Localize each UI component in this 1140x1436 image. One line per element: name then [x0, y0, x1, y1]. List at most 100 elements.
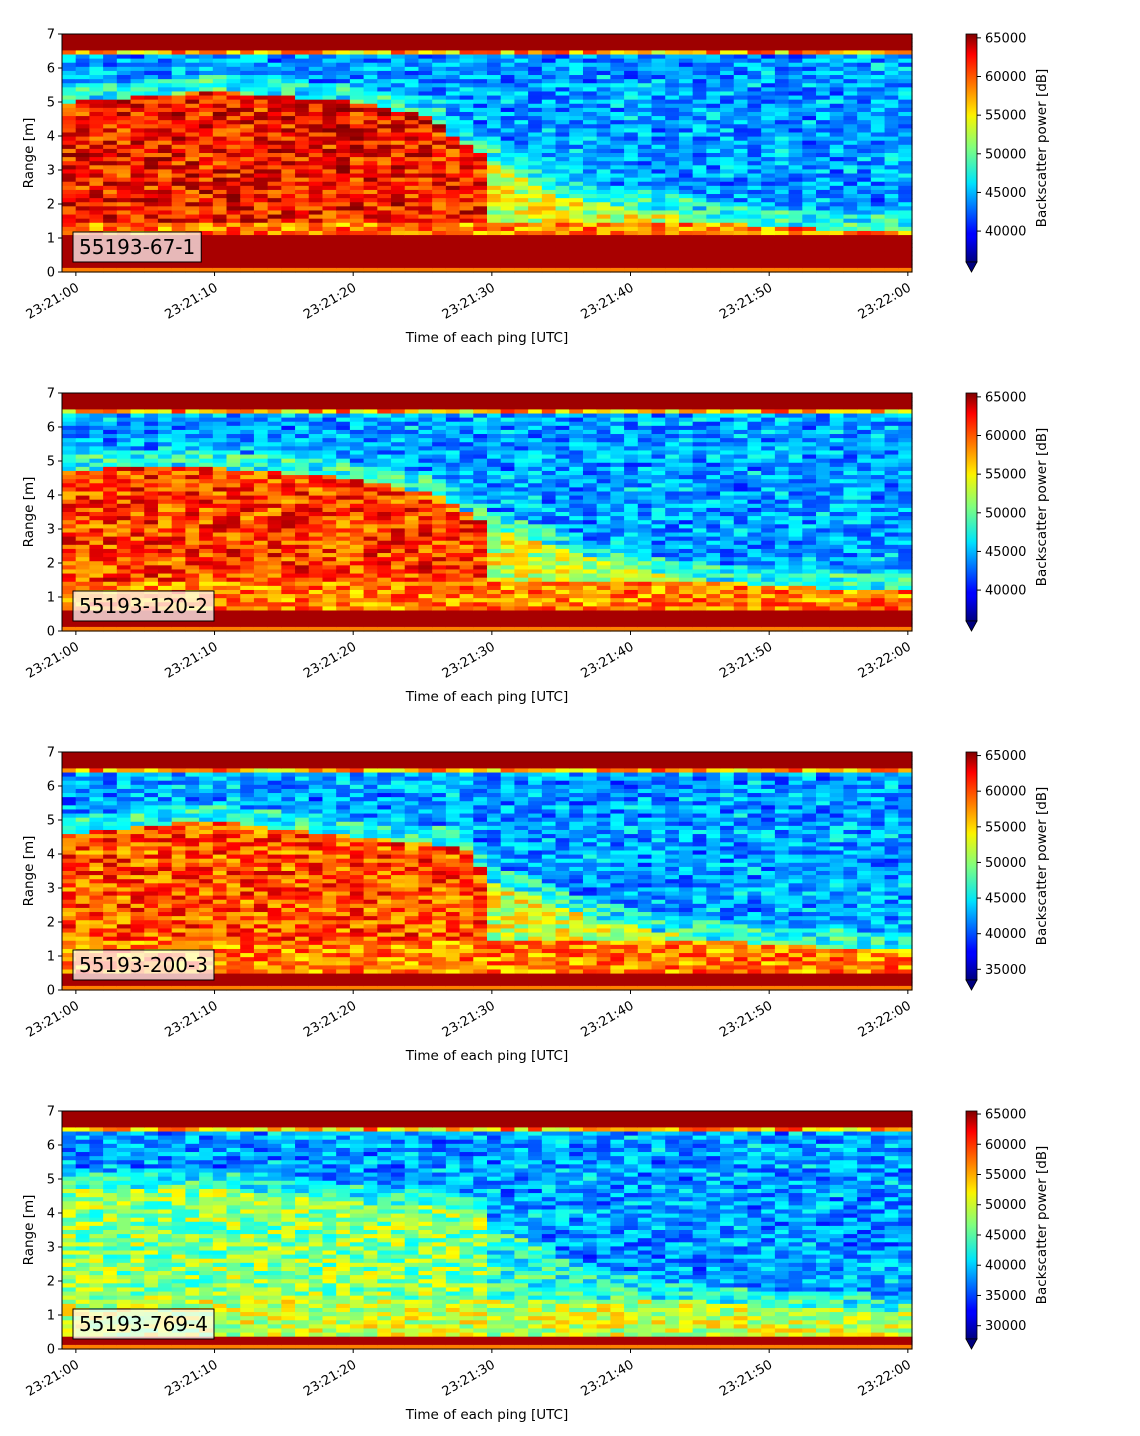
heatmap-cell: [487, 210, 502, 216]
heatmap-cell: [596, 103, 611, 109]
heatmap-cell: [555, 66, 570, 72]
heatmap-cell: [295, 618, 310, 624]
heatmap-cell: [226, 512, 241, 517]
heatmap-cell: [391, 91, 406, 97]
heatmap-cell: [212, 95, 228, 101]
heatmap-cell: [473, 218, 488, 224]
heatmap-cell: [212, 165, 228, 171]
heatmap-cell: [637, 70, 653, 76]
heatmap-cell: [253, 413, 269, 419]
heatmap-cell: [212, 124, 228, 129]
heatmap-cell: [541, 111, 557, 117]
heatmap-cell: [308, 38, 324, 43]
heatmap-cell: [62, 438, 77, 443]
heatmap-cell: [747, 251, 762, 257]
heatmap-cell: [144, 397, 159, 402]
heatmap-cell: [199, 267, 214, 273]
heatmap-cell: [528, 161, 543, 166]
heatmap-cell: [336, 189, 351, 195]
heatmap-cell: [432, 99, 447, 105]
heatmap-cell: [267, 470, 282, 476]
heatmap-cell: [802, 66, 817, 72]
heatmap-cell: [829, 136, 845, 142]
heatmap-cell: [802, 226, 817, 232]
heatmap-cell: [281, 626, 296, 632]
heatmap-cell: [322, 434, 337, 439]
heatmap-cell: [75, 95, 91, 101]
heatmap-cell: [857, 243, 872, 248]
heatmap-cell: [212, 140, 228, 146]
heatmap-cell: [651, 124, 666, 129]
heatmap-cell: [226, 503, 241, 509]
heatmap-cell: [226, 120, 241, 125]
heatmap-cell: [281, 548, 296, 554]
heatmap-cell: [733, 103, 749, 109]
heatmap-cell: [130, 140, 145, 146]
heatmap-cell: [199, 177, 214, 183]
heatmap-cell: [514, 79, 529, 84]
heatmap-cell: [322, 581, 337, 587]
heatmap-cell: [706, 34, 721, 39]
heatmap-cell: [89, 91, 104, 97]
heatmap-cell: [473, 140, 488, 146]
heatmap-cell: [843, 107, 858, 113]
heatmap-cell: [308, 565, 324, 571]
heatmap-cell: [199, 458, 214, 464]
heatmap-cell: [308, 512, 324, 517]
heatmap-cell: [253, 429, 269, 435]
heatmap-cell: [377, 95, 392, 101]
heatmap-cell: [295, 87, 310, 93]
heatmap-cell: [651, 132, 666, 138]
heatmap-cell: [843, 194, 858, 199]
heatmap-cell: [774, 75, 790, 80]
heatmap-cell: [377, 198, 392, 203]
heatmap-cell: [240, 544, 255, 550]
heatmap-cell: [761, 50, 776, 56]
heatmap-cell: [720, 54, 735, 60]
heatmap-cell: [816, 99, 831, 105]
heatmap-cell: [89, 507, 104, 513]
heatmap-cell: [733, 75, 749, 80]
heatmap-cell: [336, 165, 351, 171]
heatmap-cell: [267, 462, 282, 468]
heatmap-cell: [761, 173, 776, 179]
heatmap-cell: [281, 470, 296, 476]
heatmap-cell: [171, 413, 186, 419]
heatmap-cell: [528, 198, 543, 203]
heatmap-cell: [637, 116, 653, 121]
heatmap-cell: [857, 58, 872, 64]
x-tick-label: 23:21:10: [162, 280, 220, 322]
heatmap-cell: [555, 75, 570, 80]
heatmap-cell: [363, 491, 378, 497]
heatmap-cell: [89, 557, 104, 562]
heatmap-cell: [445, 255, 461, 261]
heatmap-cell: [171, 99, 186, 105]
heatmap-cell: [706, 107, 721, 113]
heatmap-cell: [733, 79, 749, 84]
heatmap-cell: [75, 421, 91, 427]
heatmap-cell: [363, 107, 378, 113]
heatmap-cell: [829, 111, 845, 117]
heatmap-cell: [62, 107, 77, 113]
heatmap-cell: [349, 210, 365, 216]
heatmap-cell: [322, 458, 337, 464]
heatmap-cell: [788, 42, 803, 47]
heatmap-cell: [267, 606, 282, 612]
heatmap-cell: [171, 548, 186, 554]
heatmap-cell: [267, 62, 282, 68]
heatmap-cell: [596, 206, 611, 212]
heatmap-cell: [418, 206, 433, 212]
heatmap-cell: [870, 70, 886, 76]
heatmap-cell: [637, 222, 653, 228]
heatmap-cell: [596, 263, 611, 269]
heatmap-cell: [157, 454, 173, 460]
heatmap-cell: [582, 128, 598, 134]
heatmap-cell: [624, 202, 639, 207]
heatmap-cell: [363, 46, 378, 52]
heatmap-cell: [281, 120, 296, 125]
heatmap-cell: [267, 91, 282, 97]
heatmap-cell: [706, 124, 721, 129]
heatmap-cell: [62, 417, 77, 423]
heatmap-cell: [240, 210, 255, 216]
heatmap-cell: [308, 202, 324, 207]
